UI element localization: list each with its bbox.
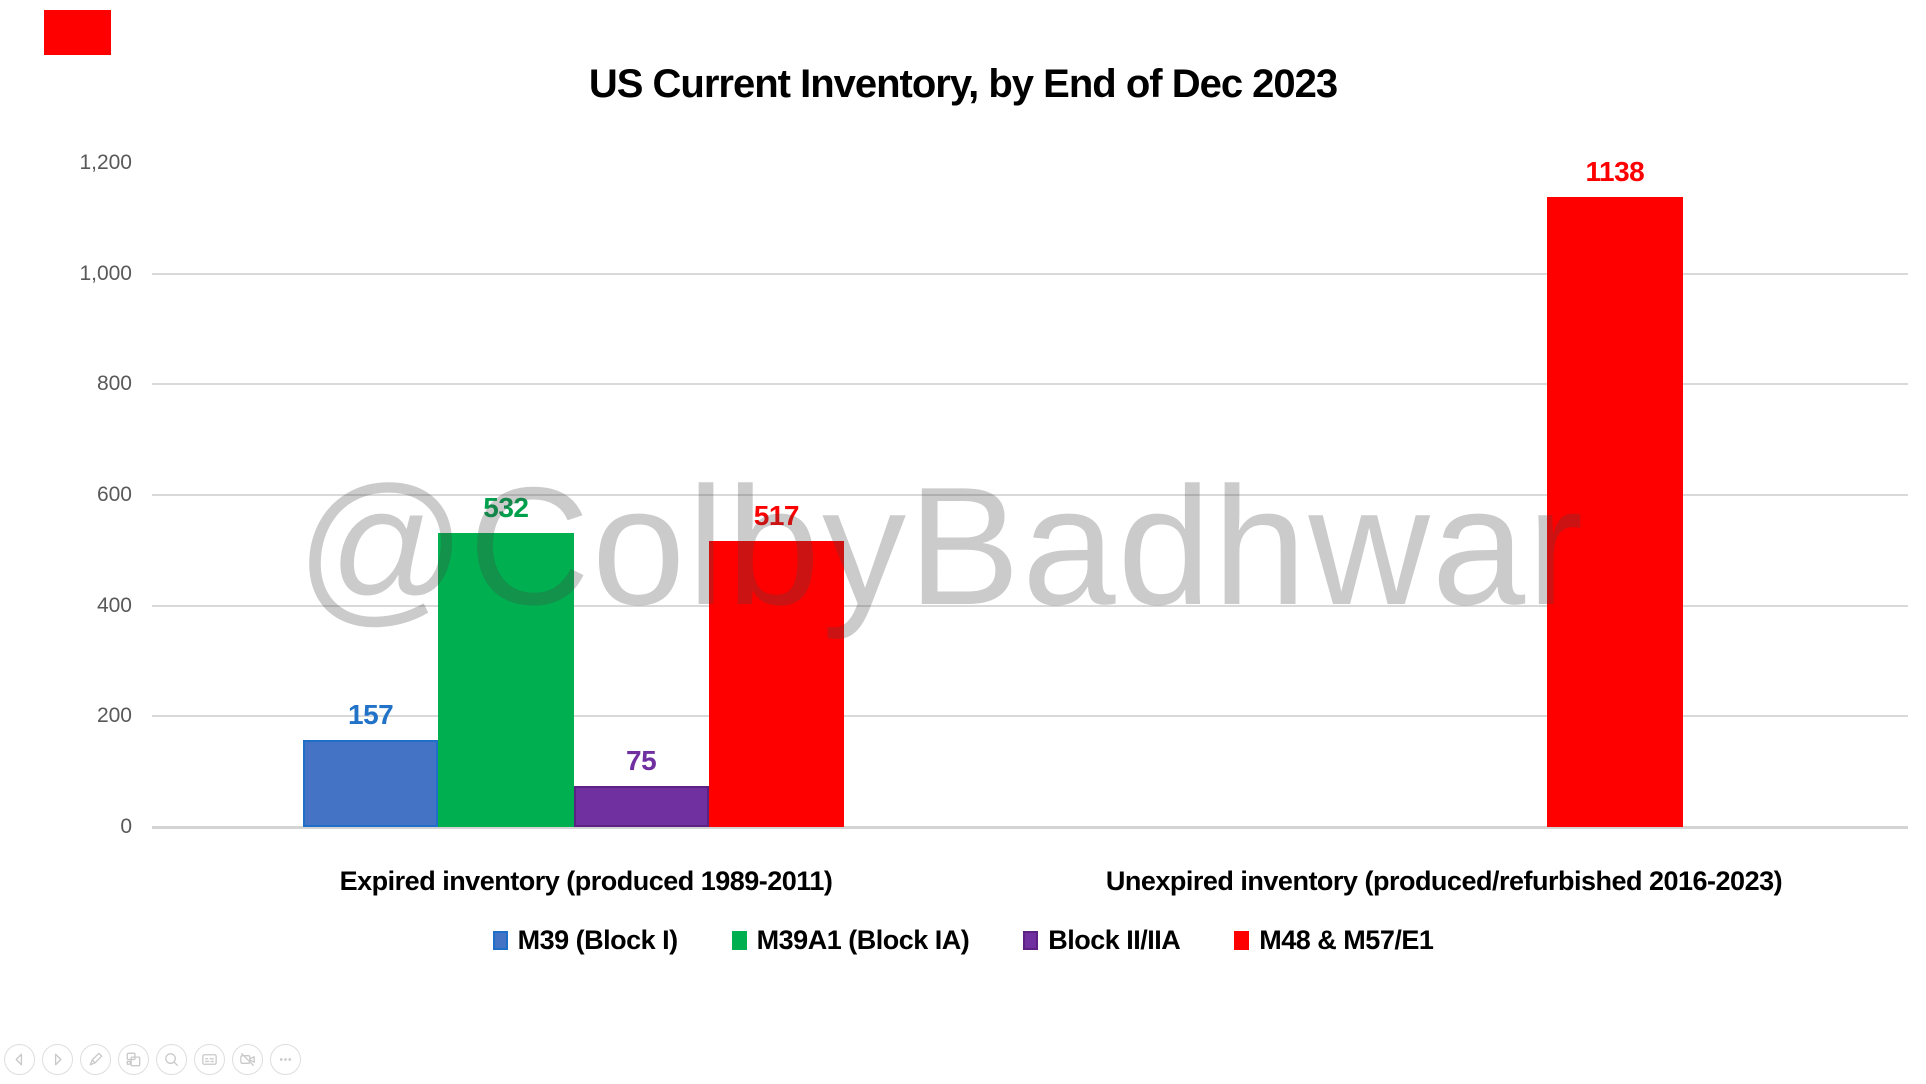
next-slide-button[interactable]	[42, 1044, 73, 1075]
y-axis-tick-label: 0	[120, 815, 132, 838]
bar-value-label-m39a1-block-ia-cat0: 532	[483, 491, 529, 523]
legend-label-m39-block-i: M39 (Block I)	[517, 925, 679, 955]
legend-item-block-ii-iia: Block II/IIA	[1023, 925, 1181, 956]
bar-value-label-m39-block-i-cat0: 157	[348, 699, 394, 731]
zoom-button[interactable]	[156, 1044, 187, 1075]
chevron-right-icon	[54, 1053, 62, 1066]
red-color-swatch	[44, 10, 111, 55]
ellipsis-icon	[279, 1058, 292, 1061]
bar-m48-m57-e1-cat1	[1547, 197, 1683, 827]
bar-m39-block-i-cat0	[303, 740, 439, 827]
bar-m39a1-block-ia-cat0	[438, 532, 574, 827]
bar-value-label-m48-m57-e1-cat0: 517	[753, 499, 800, 531]
magnifier-icon	[165, 1053, 179, 1067]
captions-button[interactable]	[194, 1044, 225, 1075]
gridline-800	[152, 383, 1908, 386]
bar-m48-m57-e1-cat0	[708, 540, 844, 827]
pen-tools-button[interactable]	[80, 1044, 111, 1075]
bar-value-label-block-ii-iia-cat0: 75	[626, 744, 657, 776]
legend-swatch-m48-m57-e1	[1234, 931, 1250, 950]
y-axis-tick-label: 200	[96, 704, 132, 728]
legend-item-m39-block-i: M39 (Block I)	[492, 925, 679, 956]
see-all-slides-button[interactable]	[118, 1044, 149, 1075]
chart-legend: M39 (Block I) M39A1 (Block IA) Block II/II…	[0, 925, 1926, 956]
legend-item-m39a1-block-ia: M39A1 (Block IA)	[731, 925, 970, 956]
gridline-400	[152, 604, 1908, 607]
pen-icon	[89, 1052, 103, 1066]
y-axis-tick-label: 600	[96, 483, 132, 506]
legend-label-m48-m57-e1: M48 & M57/E1	[1259, 925, 1434, 955]
camera-off-icon	[240, 1052, 255, 1067]
more-options-button[interactable]	[270, 1044, 301, 1075]
legend-label-block-ii-iia: Block II/IIA	[1048, 925, 1181, 955]
chart-title: US Current Inventory, by End of Dec 2023	[588, 62, 1338, 106]
category-label-unexpired: Unexpired inventory (produced/refurbishe…	[1105, 866, 1783, 896]
chevron-left-icon	[15, 1053, 23, 1066]
category-label-expired: Expired inventory (produced 1989-2011)	[339, 866, 833, 896]
legend-item-m48-m57-e1: M48 & M57/E1	[1234, 925, 1434, 956]
y-axis-tick-label: 800	[96, 372, 132, 396]
gridline-0	[152, 826, 1908, 829]
legend-swatch-block-ii-iia	[1023, 931, 1039, 950]
y-axis-tick-label: 1,200	[79, 151, 132, 174]
presenter-toolbar	[4, 1044, 301, 1075]
y-axis-tick-label: 400	[96, 593, 132, 617]
y-axis-tick-label: 1,000	[79, 261, 132, 285]
gridline-600	[152, 494, 1908, 496]
legend-label-m39a1-block-ia: M39A1 (Block IA)	[756, 925, 970, 955]
slides-grid-icon	[126, 1052, 141, 1067]
legend-swatch-m39a1-block-ia	[731, 931, 747, 950]
bar-block-ii-iia-cat0	[573, 785, 709, 827]
legend-swatch-m39-block-i	[492, 931, 508, 950]
bar-value-label-m48-m57-e1-cat1: 1138	[1585, 156, 1645, 188]
gridline-200	[152, 715, 1908, 718]
previous-slide-button[interactable]	[4, 1044, 35, 1075]
captions-icon	[202, 1054, 217, 1065]
camera-off-button[interactable]	[232, 1044, 263, 1075]
gridline-1000	[152, 272, 1908, 275]
